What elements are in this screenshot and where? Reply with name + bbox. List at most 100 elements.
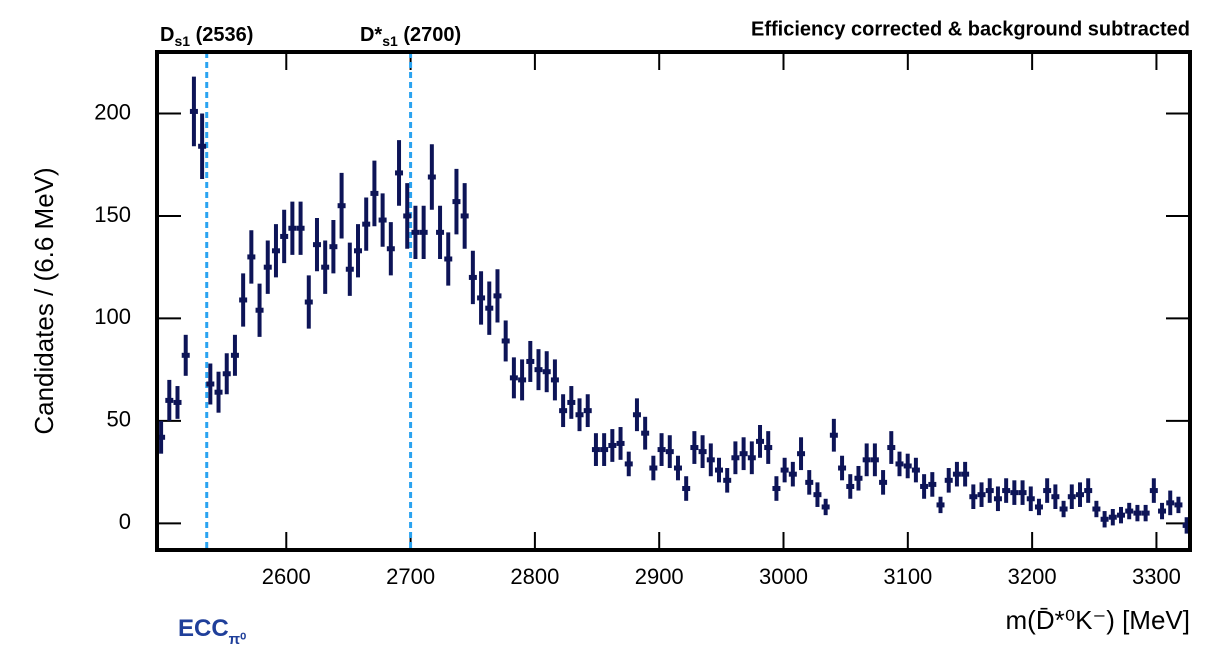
y-axis-label: Candidates / (6.6 MeV) xyxy=(29,167,59,434)
data-point xyxy=(977,492,986,498)
data-point xyxy=(312,242,321,248)
data-point xyxy=(969,494,978,500)
data-point xyxy=(952,471,961,477)
reference-label-rest: (2536) xyxy=(190,24,253,46)
data-point xyxy=(493,293,502,299)
x-tick-label: 3300 xyxy=(1132,564,1181,589)
data-point xyxy=(567,399,576,405)
data-point xyxy=(509,375,518,381)
data-point xyxy=(247,254,256,260)
reference-label-main: D* xyxy=(360,24,382,46)
annotation-sub: π⁰ xyxy=(229,631,247,648)
data-point xyxy=(1125,508,1134,514)
data-point xyxy=(862,457,871,463)
y-tick-label: 200 xyxy=(94,99,131,124)
data-point xyxy=(911,467,920,473)
annotation-main: ECC xyxy=(178,615,229,642)
data-point xyxy=(665,449,674,455)
data-point xyxy=(723,477,732,483)
data-point xyxy=(928,481,937,487)
data-point xyxy=(296,225,305,231)
y-tick-label: 0 xyxy=(119,509,131,534)
y-tick-label: 150 xyxy=(94,202,131,227)
data-point xyxy=(1059,506,1068,512)
data-point xyxy=(1149,488,1158,494)
y-tick-label: 50 xyxy=(107,407,131,432)
data-point xyxy=(608,442,617,448)
data-point xyxy=(993,496,1002,502)
data-point xyxy=(1133,510,1142,516)
data-point xyxy=(887,445,896,451)
data-point xyxy=(157,434,166,440)
data-point xyxy=(1182,522,1191,528)
data-point xyxy=(944,477,953,483)
data-point xyxy=(600,447,609,453)
data-point xyxy=(1092,506,1101,512)
data-point xyxy=(460,213,469,219)
x-tick-label: 2700 xyxy=(386,564,435,589)
data-point xyxy=(1002,488,1011,494)
data-point xyxy=(1100,516,1109,522)
data-point xyxy=(829,432,838,438)
data-point xyxy=(846,483,855,489)
data-point xyxy=(436,229,445,235)
data-point xyxy=(961,471,970,477)
data-point xyxy=(895,461,904,467)
data-point xyxy=(756,438,765,444)
data-point xyxy=(1034,504,1043,510)
data-point xyxy=(395,170,404,176)
data-point xyxy=(583,408,592,414)
data-point xyxy=(747,455,756,461)
data-point xyxy=(673,465,682,471)
reference-label: Ds1 (2536) xyxy=(160,24,253,48)
x-axis-label: m(D̄*⁰K⁻) [MeV] xyxy=(1006,605,1191,635)
data-point xyxy=(1026,496,1035,502)
x-tick-label: 2900 xyxy=(635,564,684,589)
data-point xyxy=(682,486,691,492)
data-point xyxy=(788,471,797,477)
data-point xyxy=(214,389,223,395)
data-point xyxy=(903,463,912,469)
plot-frame xyxy=(155,50,1192,552)
data-point xyxy=(879,479,888,485)
data-point xyxy=(838,465,847,471)
data-point xyxy=(1043,488,1052,494)
data-point xyxy=(641,430,650,436)
data-point xyxy=(222,371,231,377)
data-point xyxy=(657,447,666,453)
data-point xyxy=(518,377,527,383)
data-point xyxy=(280,233,289,239)
x-tick-label: 2800 xyxy=(510,564,559,589)
data-point xyxy=(575,412,584,418)
data-point xyxy=(411,229,420,235)
data-point xyxy=(739,451,748,457)
reference-label-sub: s1 xyxy=(382,33,398,49)
x-tick-label: 2600 xyxy=(262,564,311,589)
data-point xyxy=(805,479,814,485)
data-point xyxy=(477,295,486,301)
data-point xyxy=(1010,490,1019,496)
data-point xyxy=(550,377,559,383)
data-point xyxy=(403,213,412,219)
data-point xyxy=(534,367,543,373)
data-point xyxy=(1051,494,1060,500)
data-point xyxy=(797,451,806,457)
data-point xyxy=(714,467,723,473)
data-point xyxy=(985,488,994,494)
data-point xyxy=(1067,494,1076,500)
data-point xyxy=(870,457,879,463)
reference-label-sub: s1 xyxy=(174,33,190,49)
data-point xyxy=(378,217,387,223)
data-point xyxy=(591,447,600,453)
data-point xyxy=(370,190,379,196)
data-point xyxy=(485,305,494,311)
data-point xyxy=(255,307,264,313)
data-point xyxy=(444,256,453,262)
data-point xyxy=(271,248,280,254)
data-point xyxy=(698,449,707,455)
data-point xyxy=(181,352,190,358)
data-point xyxy=(632,412,641,418)
data-point xyxy=(198,143,207,149)
